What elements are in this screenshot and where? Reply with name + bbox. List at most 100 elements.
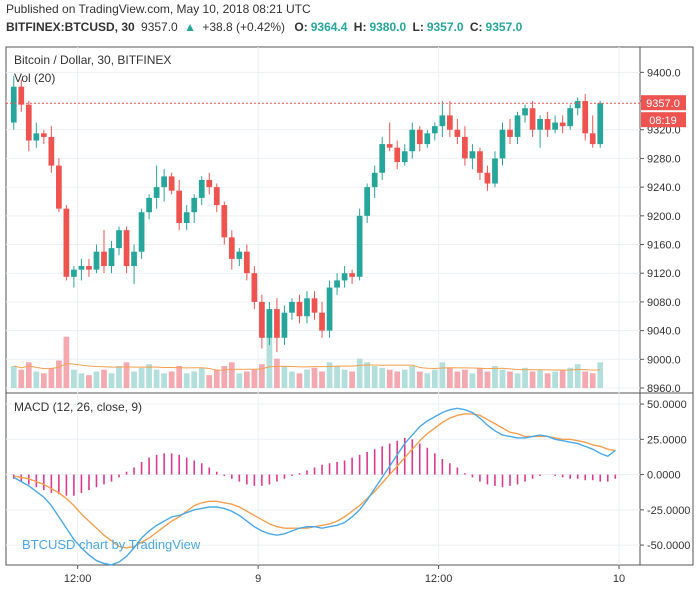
candle-body — [341, 273, 348, 281]
change-value: ▲ +38.8 (+0.42%) — [184, 20, 291, 34]
volume-bar — [206, 375, 213, 388]
volume-bar — [281, 366, 288, 388]
candle-body — [416, 129, 423, 145]
candle-body — [56, 165, 62, 209]
candle-body — [514, 115, 521, 137]
volume-bar — [161, 373, 167, 388]
candle-body — [236, 251, 243, 259]
candle-body — [296, 301, 303, 317]
price-tick-label: 9120.0 — [647, 268, 681, 280]
candle-body — [304, 298, 310, 317]
volume-bar — [544, 373, 551, 388]
candle-body — [168, 176, 175, 191]
low-label: L: — [412, 20, 424, 34]
candle-body — [289, 301, 295, 313]
volume-bar — [18, 369, 25, 388]
candle-body — [18, 86, 25, 105]
price-tick-label: 9200.0 — [647, 211, 681, 223]
volume-bar — [522, 367, 528, 388]
volume-bar — [266, 323, 273, 388]
volume-bar — [33, 371, 40, 388]
volume-bar — [228, 362, 235, 388]
candle-body — [161, 176, 167, 188]
volume-bar — [401, 369, 408, 388]
candle-body — [78, 266, 85, 270]
candle-body — [431, 126, 438, 134]
candle-body — [439, 115, 446, 127]
volume-bar — [25, 362, 32, 388]
time-tag-text: 08:19 — [649, 115, 677, 127]
volume-bar — [168, 371, 175, 388]
volume-bar — [176, 366, 183, 388]
candle-body — [499, 129, 506, 159]
candle-body — [334, 280, 340, 288]
volume-bar — [236, 373, 243, 388]
volume-bar — [311, 367, 318, 388]
candle-body — [529, 108, 536, 130]
open-value: 9364.4 — [310, 20, 348, 34]
volume-bar — [40, 373, 47, 388]
volume-bar — [93, 371, 100, 388]
volume-bar — [304, 369, 310, 388]
candle-body — [101, 251, 107, 267]
candle-body — [138, 212, 145, 252]
volume-bar — [394, 371, 401, 388]
candle-body — [131, 251, 137, 267]
time-tick-label: 9 — [255, 573, 261, 585]
grid-lines — [6, 47, 640, 565]
volume-bar — [469, 373, 476, 388]
up-arrow-icon: ▲ — [184, 20, 196, 34]
volume-bars — [10, 323, 604, 388]
macd-tick-label: -25.0000 — [647, 505, 690, 517]
candle-body — [394, 147, 401, 163]
volume-bar — [499, 369, 506, 388]
volume-bar — [386, 369, 393, 388]
candle-body — [522, 108, 528, 116]
candle-body — [401, 151, 408, 163]
candle-body — [281, 312, 288, 338]
candle-body — [559, 122, 566, 127]
candle-body — [356, 215, 363, 277]
symbol-label[interactable]: BITFINEX:BTCUSD, 30 — [6, 20, 135, 34]
volume-bar — [108, 373, 115, 388]
candle-body — [552, 122, 558, 130]
candle-body — [71, 269, 77, 277]
watermark: BTCUSD chart by TradingView — [22, 537, 201, 552]
high-value: 9380.0 — [369, 20, 407, 34]
candle-body — [484, 172, 491, 184]
candle-body — [386, 144, 393, 148]
macd-tick-label: -50.0000 — [647, 540, 690, 552]
volume-bar — [296, 373, 303, 388]
price-tick-label: 9160.0 — [647, 240, 681, 252]
volume-bar — [424, 373, 431, 388]
candle-body — [251, 273, 258, 302]
candle-body — [424, 133, 431, 145]
volume-bar — [243, 371, 250, 388]
volume-bar — [101, 369, 107, 388]
volume-bar — [409, 366, 416, 388]
candle-body — [48, 136, 55, 166]
chart-title: Bitcoin / Dollar, 30, BITFINEX — [14, 53, 171, 67]
candle-body — [364, 187, 371, 216]
volume-bar — [198, 367, 205, 388]
time-tick-label: 12:00 — [425, 573, 453, 585]
price-tick-label: 9040.0 — [647, 326, 681, 338]
candle-body — [153, 187, 160, 198]
volume-ma-line — [13, 362, 601, 371]
candle-body — [469, 151, 476, 159]
volume-bar — [477, 367, 483, 388]
volume-bar — [259, 364, 265, 388]
macd-plot — [12, 407, 617, 566]
time-tag-box — [641, 112, 686, 128]
candle-body — [567, 108, 574, 127]
candle-body — [206, 179, 213, 188]
volume-bar — [86, 375, 92, 388]
candle-body — [40, 133, 47, 137]
macd-tick-label: 0.0000 — [647, 470, 681, 482]
candle-body — [213, 187, 220, 206]
candle-body — [183, 212, 190, 223]
price-tick-label: 9240.0 — [647, 182, 681, 194]
volume-bar — [439, 362, 446, 388]
price-tag-text: 9357.0 — [646, 98, 680, 110]
